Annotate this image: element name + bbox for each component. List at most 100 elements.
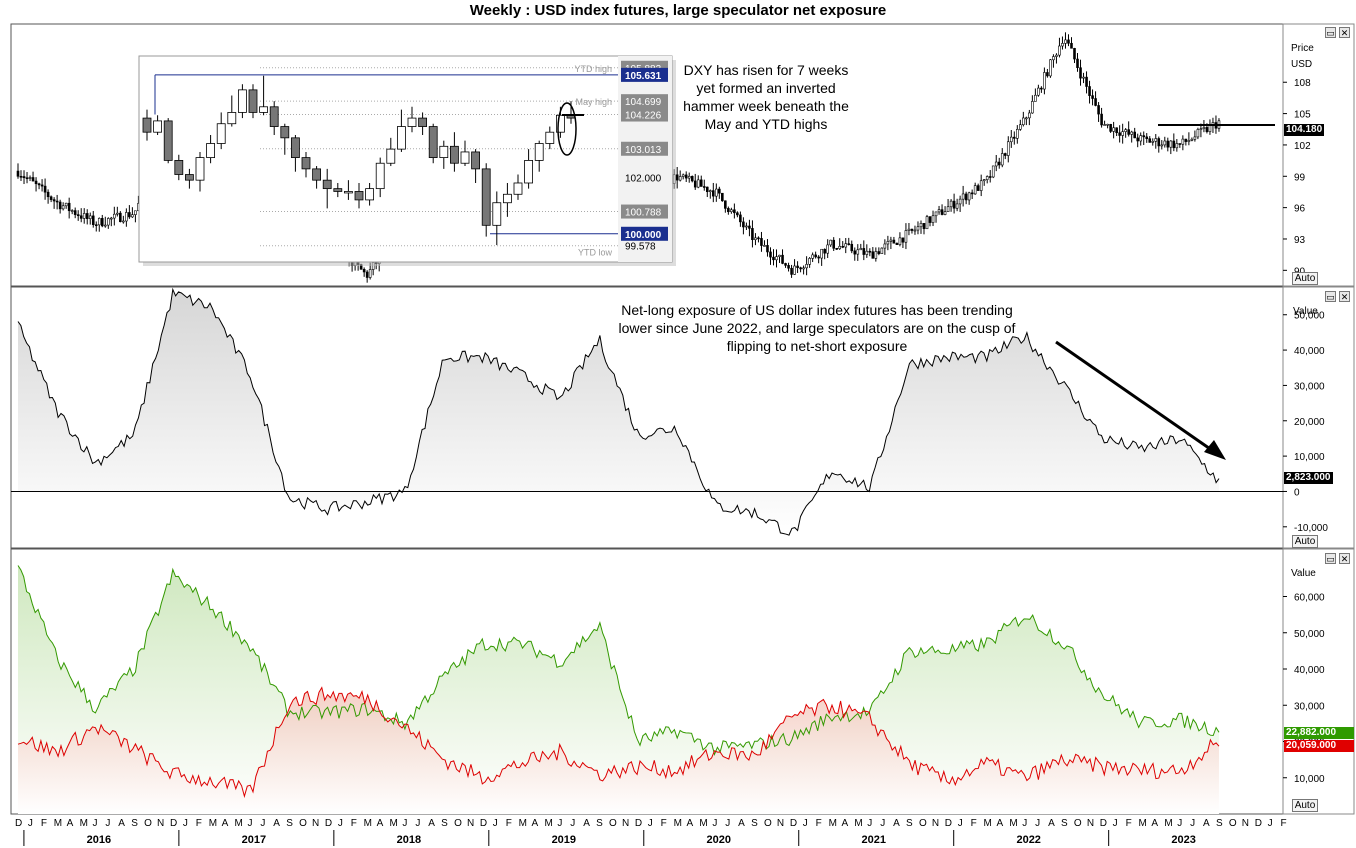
price-candle xyxy=(985,176,989,180)
price-tick-label: 102 xyxy=(1294,141,1311,152)
price-candle xyxy=(128,212,131,218)
price-candle xyxy=(82,213,86,219)
price-candle xyxy=(1052,56,1055,61)
inset-candle xyxy=(301,157,311,170)
price-candle xyxy=(997,161,1001,166)
x-month-label: S xyxy=(286,818,293,829)
inset-candle xyxy=(237,89,247,113)
price-candle xyxy=(1109,123,1112,132)
inset-level-tag xyxy=(621,94,668,109)
price-candle xyxy=(763,245,766,247)
price-candle xyxy=(868,250,872,253)
price-candle xyxy=(122,220,125,223)
price-candle xyxy=(687,176,691,179)
x-month-label: M xyxy=(389,818,397,829)
inset-candle xyxy=(280,126,290,139)
price-candle xyxy=(1148,138,1152,143)
price-candle xyxy=(1136,137,1140,142)
price-candle xyxy=(1187,140,1191,142)
price-candle xyxy=(1022,117,1025,126)
x-year-label: 2017 xyxy=(242,834,266,846)
panel1-minimize-icon[interactable]: ▭ xyxy=(1325,27,1336,38)
price-candle xyxy=(931,215,935,223)
price-candle xyxy=(904,230,908,243)
x-month-label: M xyxy=(984,818,992,829)
x-month-label: S xyxy=(906,818,913,829)
x-month-label: F xyxy=(661,818,667,829)
panel1-close-icon[interactable]: ✕ xyxy=(1339,27,1350,38)
inset-candle xyxy=(481,168,491,226)
x-year-label: 2019 xyxy=(552,834,576,846)
price-candle xyxy=(106,218,110,226)
price-candle xyxy=(34,180,38,185)
inset-candle xyxy=(163,120,173,161)
inset-candle xyxy=(449,145,459,164)
price-candle xyxy=(76,214,80,217)
x-month-label: F xyxy=(1281,818,1287,829)
price-candle xyxy=(772,256,775,261)
x-month-label: J xyxy=(557,818,562,829)
price-candle xyxy=(91,215,95,226)
price-candle xyxy=(742,221,745,228)
price-candle xyxy=(736,212,739,216)
x-month-label: J xyxy=(1022,818,1027,829)
price-axis-label: Price xyxy=(1291,43,1314,54)
price-tick-label: 105 xyxy=(1294,110,1311,121)
x-year-label: 2020 xyxy=(707,834,731,846)
price-candle xyxy=(988,176,992,178)
inset-candle xyxy=(290,137,300,158)
inset-level-label: 102.000 xyxy=(625,173,662,184)
price-candle xyxy=(787,265,790,269)
x-month-label: D xyxy=(170,818,177,829)
price-candle xyxy=(946,206,950,212)
price-candle xyxy=(37,183,41,186)
price-candle xyxy=(684,174,688,179)
x-year-label: 2023 xyxy=(1171,834,1195,846)
price-candle xyxy=(739,214,742,223)
panel3-close-icon[interactable]: ✕ xyxy=(1339,553,1350,564)
price-candle xyxy=(1157,138,1161,147)
x-month-label: J xyxy=(260,818,265,829)
price-candle xyxy=(708,190,712,193)
price-candle xyxy=(769,251,772,258)
inset-candle xyxy=(153,120,163,133)
price-candle xyxy=(826,244,829,254)
inset-candle xyxy=(227,112,237,125)
panel2-close-icon[interactable]: ✕ xyxy=(1339,291,1350,302)
price-candle xyxy=(967,192,971,201)
panel2-auto-button[interactable]: Auto xyxy=(1292,535,1318,548)
x-month-label: S xyxy=(1216,818,1223,829)
x-month-label: J xyxy=(880,818,885,829)
price-candle xyxy=(760,238,763,246)
x-month-label: N xyxy=(1087,818,1094,829)
inset-candle xyxy=(396,126,406,150)
price-candle xyxy=(940,209,944,215)
inset-candle xyxy=(322,179,332,190)
panel2-minimize-icon[interactable]: ▭ xyxy=(1325,291,1336,302)
price-candle xyxy=(916,226,920,231)
panel3-minimize-icon[interactable]: ▭ xyxy=(1325,553,1336,564)
price-candle xyxy=(1046,72,1049,77)
price-candle xyxy=(991,165,995,178)
panel1-auto-button[interactable]: Auto xyxy=(1292,272,1318,285)
net-axis-frame xyxy=(1282,286,1355,549)
inset-candle xyxy=(428,126,438,158)
price-candle xyxy=(1085,76,1088,87)
price-candle xyxy=(43,185,47,193)
x-month-label: M xyxy=(364,818,372,829)
price-candle xyxy=(368,269,372,278)
price-candle xyxy=(134,210,137,215)
price-candle xyxy=(1115,127,1118,134)
x-month-label: J xyxy=(183,818,188,829)
price-candle xyxy=(1097,105,1100,115)
x-month-label: F xyxy=(196,818,202,829)
x-month-label: J xyxy=(803,818,808,829)
price-candle xyxy=(754,237,757,241)
price-candle xyxy=(1133,131,1136,139)
inset-candle xyxy=(206,143,216,158)
x-month-label: J xyxy=(247,818,252,829)
net-series-line xyxy=(17,287,1220,536)
long-last-value-tag: 22,882.000 xyxy=(1284,727,1354,739)
panel3-auto-button[interactable]: Auto xyxy=(1292,799,1318,812)
price-candle xyxy=(1006,141,1010,156)
